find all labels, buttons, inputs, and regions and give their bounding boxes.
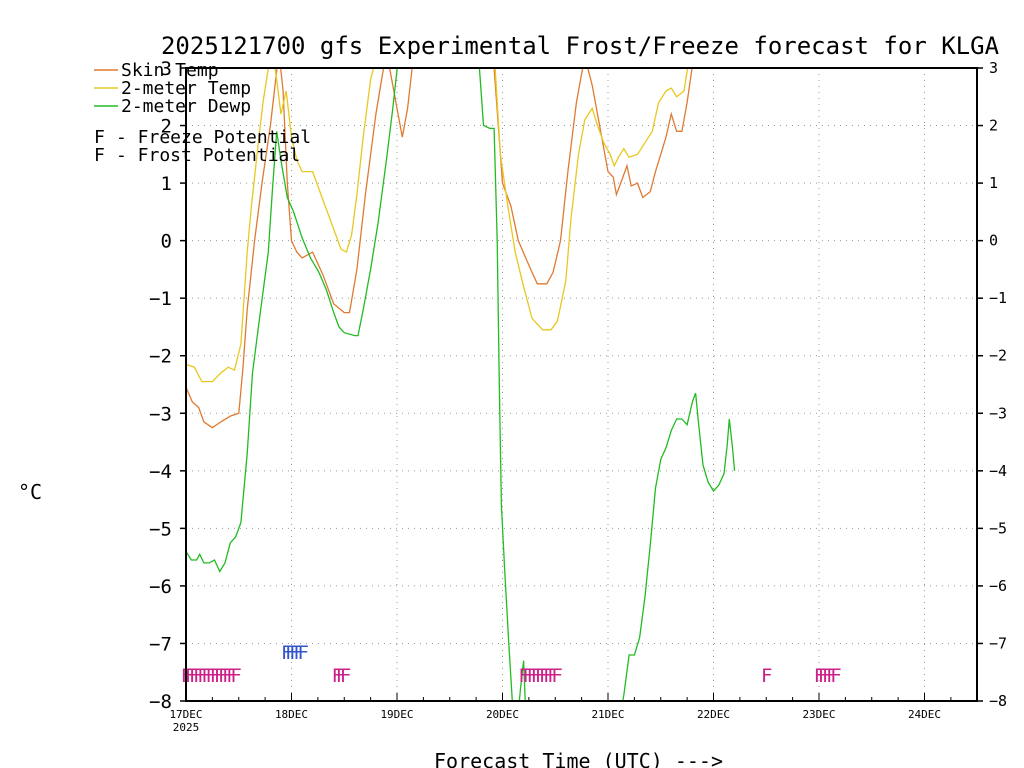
- y-tick-label-left: −4: [149, 461, 172, 483]
- y-tick-label-right: −1: [989, 289, 1007, 307]
- legend-label: 2-meter Dewp: [121, 96, 251, 117]
- freeze-flag: FFFFFFFFFFFFF: [181, 665, 242, 687]
- chart-title: 2025121700 gfs Experimental Frost/Freeze…: [161, 32, 1000, 60]
- freeze-flag: FFFFF: [814, 665, 842, 687]
- legend-label: 2-meter Temp: [121, 78, 251, 99]
- y-tick-label-right: 1: [989, 174, 998, 192]
- series-line-2-meter-dewp: [518, 660, 526, 701]
- x-tick-label: 17DEC: [169, 708, 202, 721]
- x-tick-label: 21DEC: [591, 708, 624, 721]
- y-tick-label-left: −6: [149, 576, 172, 598]
- flag-legend-symbol: F: [94, 127, 105, 148]
- series-line-2-meter-dewp: [186, 68, 398, 573]
- series-layer: [186, 68, 736, 701]
- series-line-2-meter-temp: [186, 68, 375, 383]
- series-line-2-meter-dewp: [478, 68, 513, 701]
- y-tick-label-right: −4: [989, 462, 1007, 480]
- y-tick-label-left: 3: [161, 58, 172, 80]
- y-tick-label-left: −1: [149, 288, 172, 310]
- y-tick-label-left: −5: [149, 518, 172, 540]
- y-tick-label-left: −3: [149, 403, 172, 425]
- y-tick-label-right: 3: [989, 59, 998, 77]
- y-tick-label-right: −7: [989, 634, 1007, 652]
- y-tick-label-right: 0: [989, 232, 998, 250]
- series-line-skin-temp: [493, 68, 693, 285]
- y-tick-label-right: −5: [989, 519, 1007, 537]
- frost-flag: FFFFF: [281, 642, 309, 664]
- y-tick-label-left: 0: [161, 231, 172, 253]
- y-tick-label-right: −8: [989, 692, 1007, 710]
- y-tick-label-left: −7: [149, 633, 172, 655]
- x-tick-label: 18DEC: [275, 708, 308, 721]
- freeze-flag: FFF: [332, 665, 351, 687]
- y-tick-label-left: −8: [149, 691, 172, 713]
- grid-layer: [186, 68, 977, 701]
- series-line-2-meter-temp: [494, 68, 689, 331]
- freeze-flag: FFFFFFFFF: [518, 665, 562, 687]
- plot-frame: [185, 67, 978, 702]
- series-line-2-meter-dewp: [622, 392, 736, 701]
- x-tick-label: 24DEC: [908, 708, 941, 721]
- ticks-layer: −8 −8 −7 −7 −6 −6 −5 −5 −4 −4 −3 −3 −2 −2 −1 −1 0 0 1 1 2 2 3 3…: [149, 58, 1007, 734]
- flag-legend-label: - Frost Potential: [116, 145, 300, 166]
- x-tick-label: 19DEC: [380, 708, 413, 721]
- legend-label: Skin Temp: [121, 60, 219, 81]
- freeze-flag: F: [761, 665, 772, 687]
- x-axis-label: Forecast Time (UTC) --->: [434, 749, 723, 768]
- y-axis-label: °C: [18, 480, 42, 504]
- x-tick-label: 23DEC: [802, 708, 835, 721]
- y-tick-label-left: 2: [161, 116, 172, 138]
- x-tick-label: 20DEC: [486, 708, 519, 721]
- y-tick-label-right: −3: [989, 404, 1007, 422]
- y-tick-label-left: −2: [149, 346, 172, 368]
- y-tick-label-left: 1: [161, 173, 172, 195]
- x-tick-label: 22DEC: [697, 708, 730, 721]
- y-tick-label-right: −6: [989, 577, 1007, 595]
- y-tick-label-right: −2: [989, 347, 1007, 365]
- flag-legend-label: - Freeze Potential: [116, 127, 311, 148]
- y-tick-label-right: 2: [989, 117, 998, 135]
- flag-legend-symbol: F: [94, 145, 105, 166]
- series-line-skin-temp: [186, 68, 413, 429]
- x-tick-sublabel: 2025: [173, 721, 200, 734]
